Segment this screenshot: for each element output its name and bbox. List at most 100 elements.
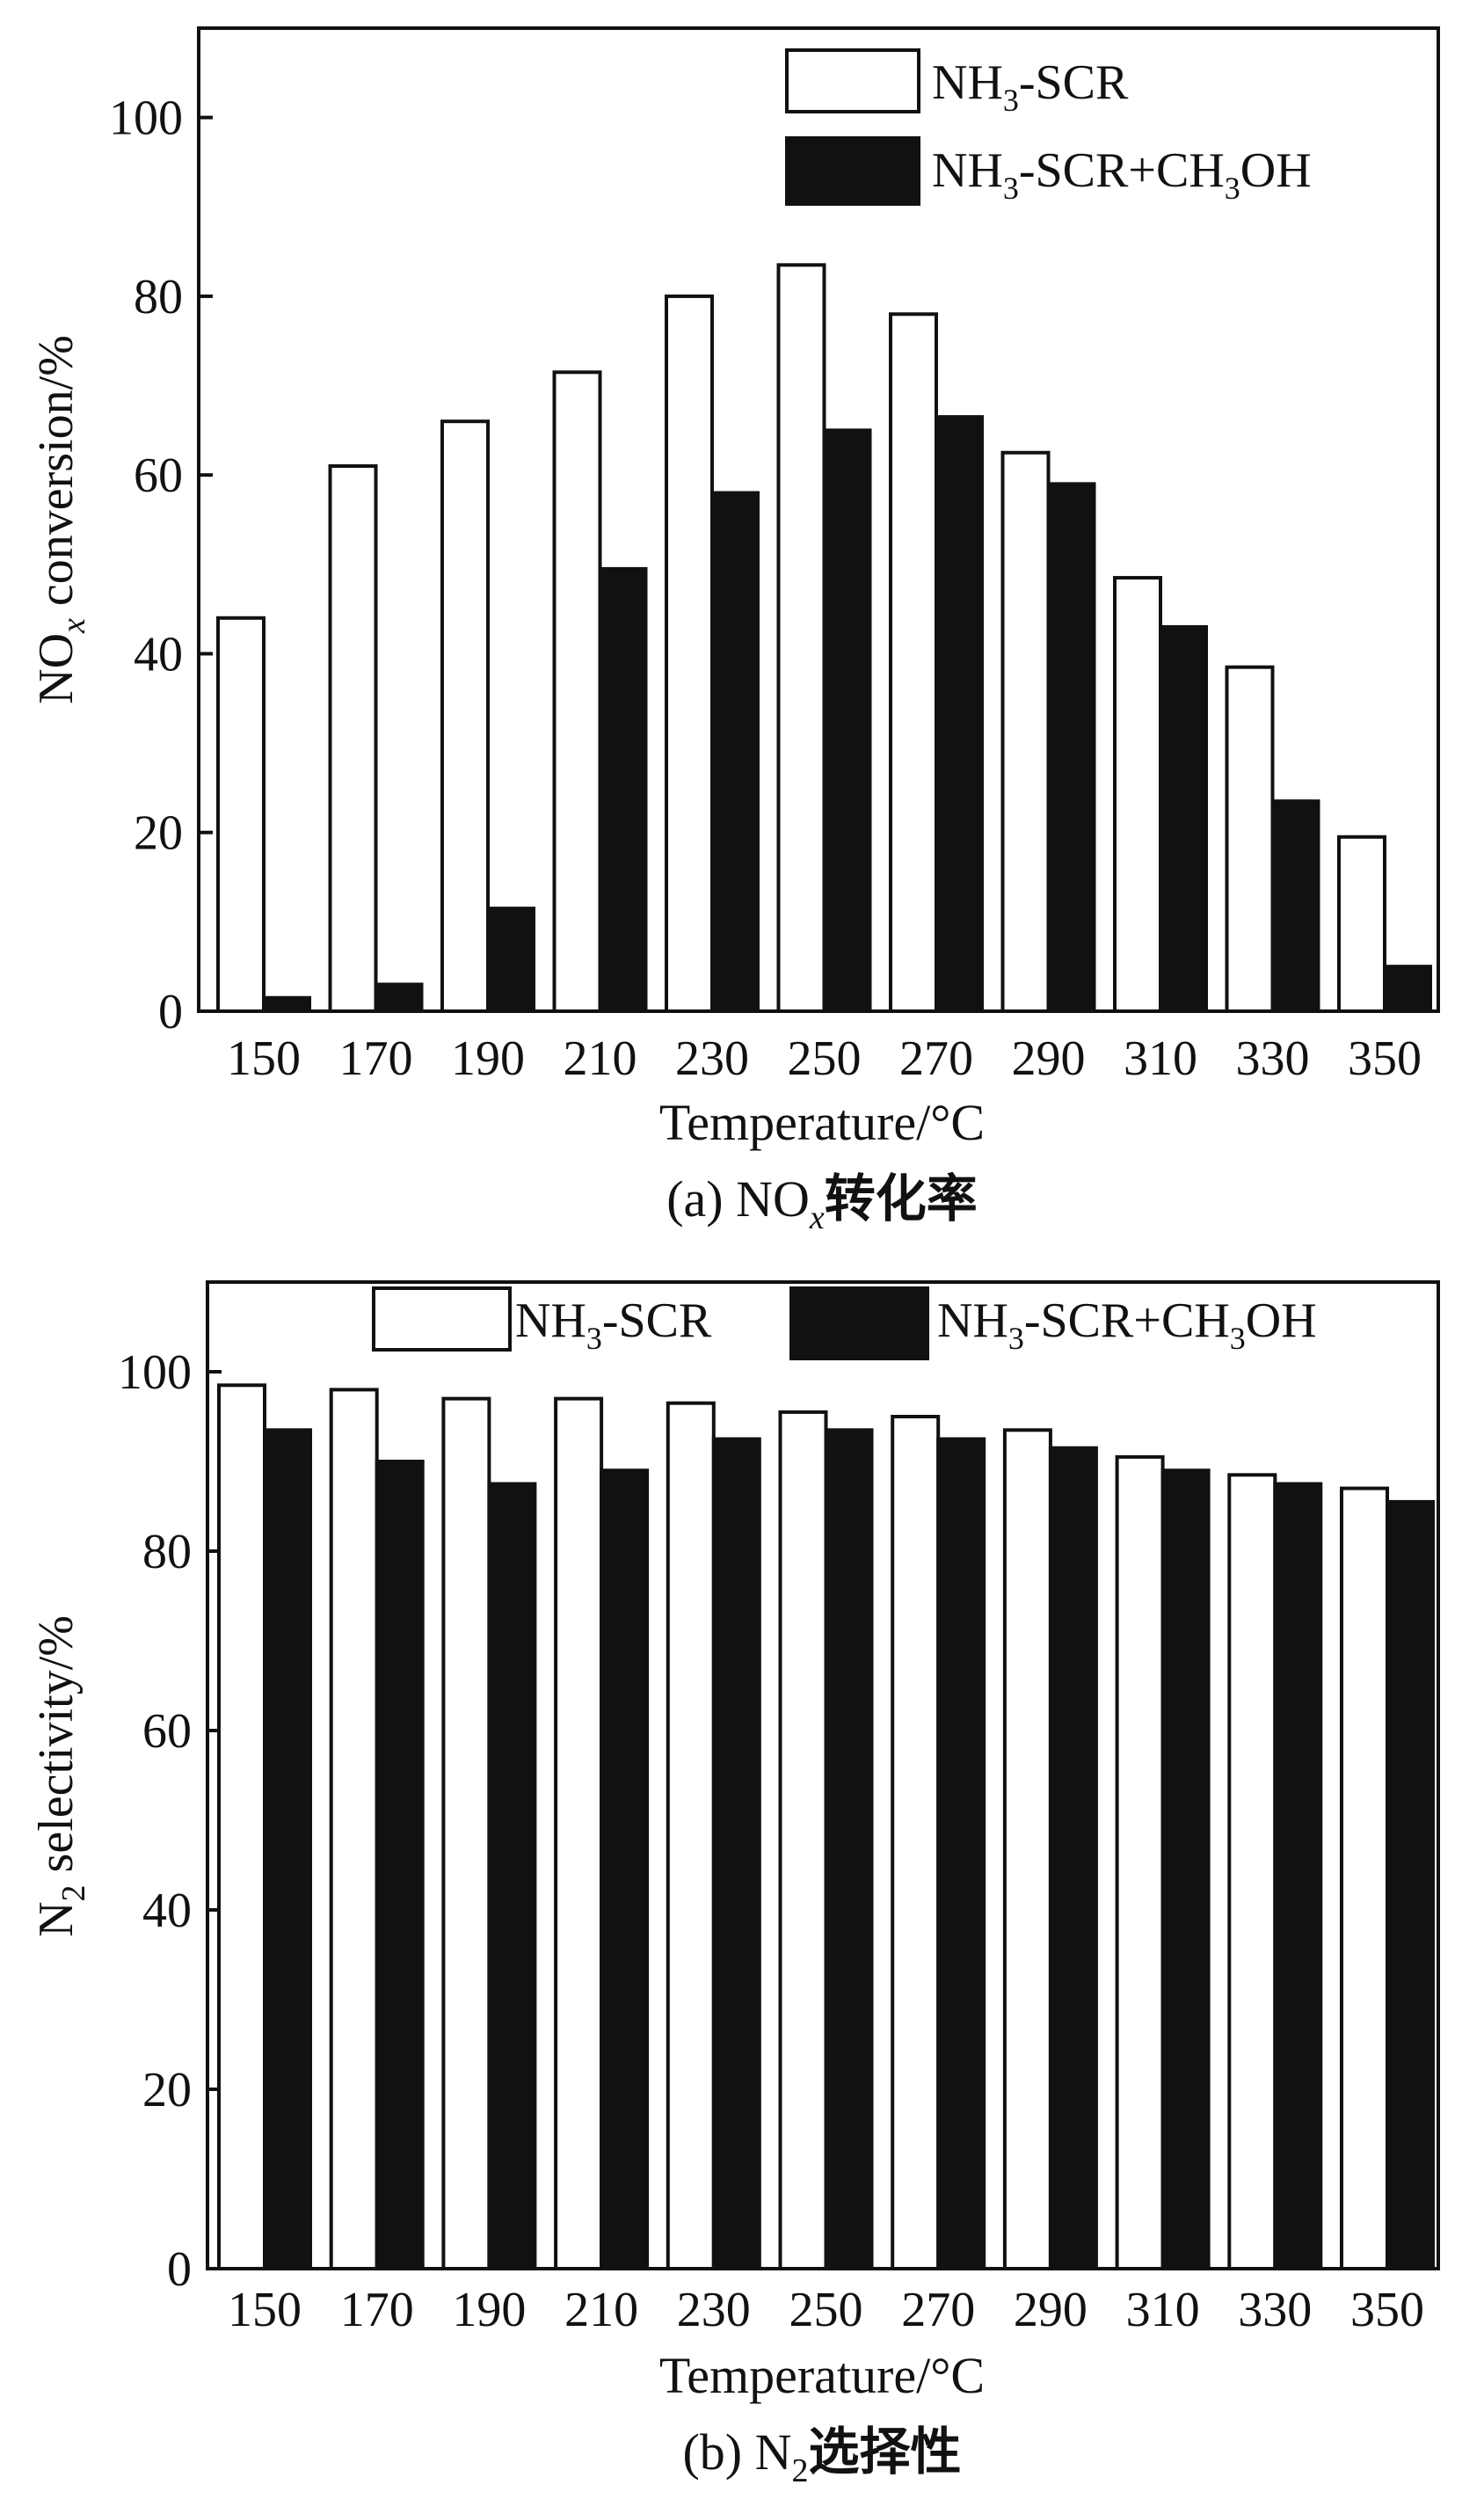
panel-b-bar-nh3-scr-ch3oh-310 — [1160, 1468, 1211, 2270]
panel-a-bar-nh3-scr-ch3oh-270 — [935, 415, 984, 1014]
panel-a-bars — [216, 263, 1432, 1014]
panel-b-x-tick-label-350: 350 — [1350, 2283, 1424, 2337]
panel-a-bar-nh3-scr-ch3oh-290 — [1046, 482, 1096, 1013]
panel-a-x-tick-label-270: 270 — [899, 1031, 973, 1086]
panel-a-bar-nh3-scr-ch3oh-250 — [822, 428, 872, 1013]
panel-a-x-ticks: 150 170 190 210 230 250 270 290 310 330 350 — [227, 1031, 1422, 1086]
panel-b-y-axis-label: N2 selectivity/% — [29, 1615, 92, 1937]
panel-b-bar-nh3-scr-210 — [554, 1396, 604, 2270]
panel-a-legend-swatch-nh3-scr-ch3oh — [785, 136, 920, 206]
panel-a-y-tick-label-100: 100 — [109, 91, 183, 146]
panel-b-x-tick-label-230: 230 — [677, 2283, 751, 2337]
panel-b-bar-nh3-scr-170 — [329, 1388, 379, 2270]
panel-a-x-axis-label: Temperature/°C — [659, 1094, 985, 1151]
panel-b-bar-nh3-scr-ch3oh-150 — [263, 1428, 312, 2271]
panel-a-bar-nh3-scr-ch3oh-190 — [486, 907, 535, 1013]
panel-a-x-tick-label-230: 230 — [675, 1031, 749, 1086]
panel-b-bar-nh3-scr-190 — [441, 1396, 491, 2270]
panel-a-y-tick-label-20: 20 — [134, 806, 183, 861]
panel-a-bar-nh3-scr-310 — [1113, 576, 1162, 1014]
panel-b-y-tick-label-40: 40 — [142, 1884, 192, 1938]
panel-a-y-tick-label-40: 40 — [134, 627, 183, 681]
panel-b-bar-nh3-scr-ch3oh-230 — [711, 1437, 761, 2270]
panel-a-y-axis-label: NOx conversion/% — [29, 335, 92, 704]
panel-b-bar-nh3-scr-310 — [1115, 1454, 1165, 2270]
panel-b-bar-nh3-scr-ch3oh-190 — [487, 1482, 537, 2270]
panel-a-bar-nh3-scr-290 — [1000, 450, 1051, 1013]
panel-b-x-tick-label-170: 170 — [340, 2283, 414, 2337]
panel-a-caption: (a) NOx转化率 — [666, 1170, 978, 1236]
panel-a-x-tick-label-310: 310 — [1124, 1031, 1197, 1086]
panel-b-bars — [217, 1383, 1435, 2271]
panel-b-x-axis-label: Temperature/°C — [659, 2347, 985, 2404]
panel-b-bar-nh3-scr-ch3oh-210 — [600, 1468, 650, 2270]
panel-a-y-ticks: 0 20 40 60 80 100 — [109, 91, 213, 1039]
panel-b-x-tick-label-190: 190 — [452, 2283, 526, 2337]
panel-b: 0 20 40 60 80 100 150 170 190 210 230 250 270 290 310… — [29, 1280, 1440, 2489]
panel-a-y-tick-label-80: 80 — [134, 270, 183, 324]
panel-a-legend: NH3-SCR NH3-SCR+CH3OH — [785, 48, 1312, 206]
panel-a-bar-nh3-scr-150 — [216, 616, 266, 1013]
panel-b-legend-swatch-nh3-scr — [372, 1286, 512, 1352]
panel-a-x-tick-label-190: 190 — [451, 1031, 525, 1086]
panel-a-bar-nh3-scr-ch3oh-350 — [1383, 965, 1432, 1013]
panel-b-y-tick-label-60: 60 — [142, 1704, 192, 1759]
panel-a-y-tick-label-60: 60 — [134, 448, 183, 503]
panel-a-bar-nh3-scr-330 — [1225, 665, 1275, 1013]
panel-a-bar-nh3-scr-ch3oh-210 — [598, 566, 648, 1014]
panel-b-bar-nh3-scr-ch3oh-330 — [1273, 1482, 1323, 2270]
panel-a-x-tick-label-290: 290 — [1012, 1031, 1086, 1086]
panel-b-legend: NH3-SCR NH3-SCR+CH3OH — [372, 1286, 1317, 1360]
panel-a-bar-nh3-scr-270 — [889, 312, 938, 1013]
panel-a-legend-label-nh3-scr: NH3-SCR — [932, 55, 1129, 118]
panel-b-y-tick-label-100: 100 — [118, 1345, 192, 1400]
panel-b-x-tick-label-270: 270 — [901, 2283, 975, 2337]
panel-b-y-ticks: 0 20 40 60 80 100 — [118, 1345, 222, 2297]
panel-a-bar-nh3-scr-170 — [328, 464, 378, 1013]
panel-a-bar-nh3-scr-ch3oh-310 — [1159, 624, 1208, 1013]
panel-a-bar-nh3-scr-250 — [776, 263, 826, 1013]
panel-a-bar-nh3-scr-ch3oh-230 — [710, 491, 760, 1013]
panel-a-bar-nh3-scr-190 — [440, 419, 490, 1013]
panel-a-y-tick-label-0: 0 — [158, 985, 183, 1039]
panel-a-bar-nh3-scr-230 — [665, 294, 714, 1013]
panel-a-x-tick-label-170: 170 — [339, 1031, 413, 1086]
panel-b-legend-swatch-nh3-scr-ch3oh — [789, 1286, 929, 1360]
panel-b-caption: (b) N2选择性 — [682, 2423, 961, 2489]
panel-b-bar-nh3-scr-ch3oh-270 — [936, 1437, 986, 2270]
panel-b-x-ticks: 150 170 190 210 230 250 270 290 310 330 350 — [228, 2283, 1424, 2337]
panel-a-bar-nh3-scr-ch3oh-330 — [1270, 799, 1320, 1013]
panel-b-bar-nh3-scr-ch3oh-290 — [1048, 1446, 1098, 2270]
panel-a: 0 20 40 60 80 100 150 170 190 210 230 250 270 290 310… — [29, 26, 1440, 1236]
panel-b-bar-nh3-scr-350 — [1340, 1486, 1389, 2270]
panel-a-x-tick-label-250: 250 — [788, 1031, 862, 1086]
panel-b-bar-nh3-scr-ch3oh-350 — [1386, 1499, 1435, 2270]
panel-b-bar-nh3-scr-250 — [778, 1410, 828, 2270]
panel-b-y-tick-label-0: 0 — [167, 2242, 192, 2297]
panel-b-bar-nh3-scr-ch3oh-170 — [375, 1460, 425, 2270]
panel-b-x-tick-label-290: 290 — [1014, 2283, 1088, 2337]
panel-b-bar-nh3-scr-ch3oh-250 — [824, 1428, 874, 2271]
panel-a-bar-nh3-scr-210 — [552, 370, 602, 1013]
panel-b-bar-nh3-scr-270 — [891, 1415, 941, 2270]
panel-b-x-tick-label-210: 210 — [564, 2283, 638, 2337]
panel-b-bar-nh3-scr-330 — [1227, 1473, 1277, 2271]
panel-a-bar-nh3-scr-ch3oh-170 — [374, 982, 424, 1013]
panel-a-x-tick-label-330: 330 — [1236, 1031, 1310, 1086]
panel-a-x-tick-label-350: 350 — [1348, 1031, 1422, 1086]
panel-b-x-tick-label-150: 150 — [228, 2283, 302, 2337]
panel-a-bar-nh3-scr-350 — [1337, 834, 1386, 1013]
panel-a-x-tick-label-210: 210 — [564, 1031, 637, 1086]
panel-b-legend-label-nh3-scr: NH3-SCR — [515, 1293, 712, 1356]
panel-a-x-tick-label-150: 150 — [227, 1031, 301, 1086]
panel-b-bar-nh3-scr-150 — [217, 1383, 266, 2271]
panel-a-legend-swatch-nh3-scr — [785, 48, 920, 113]
panel-b-bar-nh3-scr-290 — [1002, 1428, 1052, 2271]
panel-b-y-tick-label-80: 80 — [142, 1525, 192, 1579]
panel-b-legend-label-nh3-scr-ch3oh: NH3-SCR+CH3OH — [937, 1293, 1317, 1356]
panel-b-x-tick-label-310: 310 — [1126, 2283, 1200, 2337]
panel-b-bar-nh3-scr-230 — [666, 1401, 716, 2270]
panel-b-x-tick-label-330: 330 — [1238, 2283, 1312, 2337]
panel-a-bar-nh3-scr-ch3oh-150 — [262, 995, 311, 1013]
